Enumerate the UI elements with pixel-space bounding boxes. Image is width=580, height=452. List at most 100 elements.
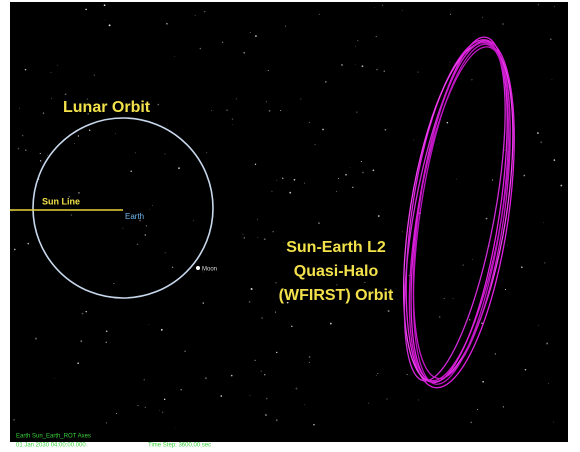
star [19,108,20,109]
star [18,148,20,150]
star [47,155,48,156]
star [407,374,408,375]
star [54,378,55,379]
star [77,362,79,364]
moon-marker [196,266,200,270]
status-epoch: 01 Jan 2030 04:00:00.000 [16,443,86,449]
star [51,72,52,73]
halo-label: Quasi-Halo [294,263,379,280]
star [137,244,138,245]
star [94,75,95,76]
star [304,183,305,184]
star [382,5,383,6]
star [40,160,41,161]
star [144,379,145,380]
star [122,228,123,229]
star [166,23,168,25]
star [330,323,332,325]
star [554,159,556,161]
star [450,14,451,15]
star [294,179,296,181]
moon-label: Moon [202,267,217,273]
star [165,252,166,253]
star [276,352,277,353]
star [231,375,233,377]
star [538,4,539,5]
star [203,302,204,303]
star [261,371,262,372]
star [309,122,310,123]
star [537,132,539,134]
star [222,42,223,43]
star [242,234,243,235]
star [560,185,562,187]
star [178,167,180,169]
star [352,187,353,188]
star [486,218,488,220]
star [325,81,327,83]
star [453,298,454,299]
star [51,98,52,99]
star [22,135,23,136]
star [145,234,147,236]
star [43,112,44,113]
star [364,282,365,283]
star [250,32,251,33]
star [105,20,106,21]
star [175,428,176,429]
halo-label: (WFIRST) Orbit [279,287,394,304]
star [146,225,147,226]
star [232,118,233,119]
star [385,129,387,131]
star [13,419,14,420]
star [355,64,356,65]
star [402,10,403,11]
star [361,161,362,162]
star [309,362,310,363]
star [80,340,82,342]
star [276,419,278,421]
star [295,388,297,390]
star [289,192,291,194]
star [341,64,343,66]
star [227,110,228,111]
star [505,289,506,290]
star [368,403,369,404]
star [523,175,525,177]
star [553,422,554,423]
star [336,284,337,285]
star [283,242,284,243]
star [236,98,237,99]
star [89,129,90,130]
star [356,112,357,113]
star [272,231,274,233]
star [25,150,26,151]
star [554,6,555,7]
star [285,26,286,27]
star [195,15,196,16]
star [388,310,390,312]
star [57,65,58,66]
star [543,222,544,223]
star [249,301,251,303]
star [313,424,314,425]
star [85,9,87,11]
star [315,144,316,145]
star [318,222,320,224]
star [250,395,251,396]
star [269,110,271,112]
star [525,369,527,371]
star [86,311,87,312]
star [345,174,347,176]
sun-line-label: Sun Line [42,196,80,206]
star [264,374,265,375]
star [149,209,150,210]
star [492,179,493,180]
star [418,72,419,73]
star [472,259,473,260]
star [338,178,339,179]
star [159,410,160,411]
star [255,360,256,361]
star [304,404,305,405]
star [503,406,504,407]
